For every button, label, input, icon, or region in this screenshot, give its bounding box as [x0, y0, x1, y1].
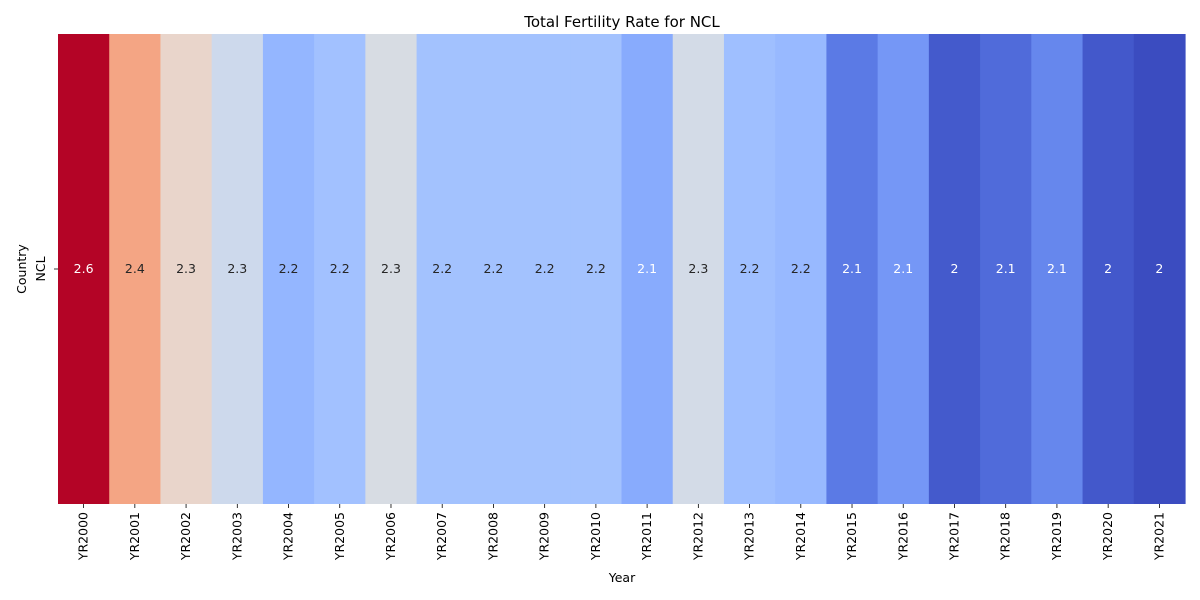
x-tick-label: YR2008 — [485, 512, 500, 561]
cell-value-label: 2.2 — [483, 261, 503, 276]
heatmap-cell-yr2008 — [467, 34, 520, 504]
x-tick-label: YR2004 — [281, 512, 296, 561]
x-tick-label: YR2016 — [895, 512, 910, 561]
heatmap-cell-yr2010 — [570, 34, 623, 504]
x-tick-label: YR2001 — [127, 512, 142, 561]
x-axis-label: Year — [608, 570, 636, 585]
chart-title: Total Fertility Rate for NCL — [523, 13, 720, 31]
heatmap-cell-yr2018 — [980, 34, 1032, 504]
heatmap-cell-yr2015 — [826, 34, 879, 504]
heatmap-cell-yr2003 — [211, 34, 264, 504]
cell-value-label: 2.1 — [637, 261, 657, 276]
x-tick-label: YR2018 — [998, 512, 1013, 561]
heatmap-cell-yr2006 — [365, 34, 418, 504]
x-tick-label: YR2000 — [76, 512, 91, 561]
cell-value-label: 2.6 — [74, 261, 94, 276]
heatmap-cell-yr2019 — [1031, 34, 1084, 504]
heatmap-cell-yr2021 — [1133, 34, 1186, 504]
cell-value-label: 2.2 — [535, 261, 555, 276]
x-tick-label: YR2015 — [844, 512, 859, 561]
cell-value-label: 2 — [1155, 261, 1163, 276]
x-tick-label: YR2006 — [383, 512, 398, 561]
x-tick-label: YR2013 — [742, 512, 757, 561]
cell-value-label: 2.4 — [125, 261, 145, 276]
heatmap-cell-yr2020 — [1082, 34, 1135, 504]
x-tick-label: YR2003 — [229, 512, 244, 561]
cell-value-label: 2.1 — [1047, 261, 1067, 276]
x-tick-label: YR2007 — [434, 512, 449, 561]
cell-value-label: 2.3 — [688, 261, 708, 276]
x-tick-label: YR2017 — [946, 512, 961, 561]
heatmap-cell-yr2016 — [877, 34, 930, 504]
heatmap-cell-yr2005 — [314, 34, 366, 504]
x-axis-ticks: YR2000 YR2001 YR2002 YR2003 YR2004 YR2005 YR20… — [76, 504, 1166, 561]
heatmap-cell-yr2004 — [262, 34, 315, 504]
cell-value-label: 2.1 — [996, 261, 1016, 276]
cell-value-label: 2 — [951, 261, 959, 276]
x-tick-label: YR2014 — [793, 512, 808, 561]
x-tick-label: YR2005 — [332, 512, 347, 561]
x-tick-label: YR2020 — [1100, 512, 1115, 561]
heatmap-cell-yr2001 — [109, 34, 162, 504]
heatmap-cell-yr2013 — [723, 34, 776, 504]
heatmap-cell-yr2000 — [58, 34, 110, 504]
cell-value-label: 2.1 — [893, 261, 913, 276]
heatmap-cell-yr2011 — [621, 34, 674, 504]
y-axis-label: Country — [14, 244, 29, 294]
cell-value-label: 2.2 — [791, 261, 811, 276]
cell-value-label: 2.3 — [381, 261, 401, 276]
cell-value-label: 2 — [1104, 261, 1112, 276]
cell-annotations: 2.6 2.4 2.3 2.3 2.2 2.2 2.3 2.2 2.2 2.2 2.2 2.1 2.3 2… — [74, 261, 1164, 276]
cell-value-label: 2.2 — [586, 261, 606, 276]
heatmap-cell-yr2002 — [160, 34, 213, 504]
x-tick-label: YR2021 — [1151, 512, 1166, 561]
x-tick-label: YR2010 — [588, 512, 603, 561]
cell-value-label: 2.2 — [330, 261, 350, 276]
x-tick-label: YR2019 — [1049, 512, 1064, 561]
cell-value-label: 2.2 — [279, 261, 299, 276]
heatmap-cell-yr2014 — [775, 34, 828, 504]
x-tick-label: YR2012 — [690, 512, 705, 561]
heatmap-cells — [58, 34, 1186, 504]
x-tick-label: YR2009 — [537, 512, 552, 561]
x-tick-label: YR2002 — [178, 512, 193, 561]
y-tick-label: NCL — [33, 256, 48, 281]
x-tick-label: YR2011 — [639, 512, 654, 561]
cell-value-label: 2.3 — [176, 261, 196, 276]
cell-value-label: 2.2 — [432, 261, 452, 276]
cell-value-label: 2.3 — [227, 261, 247, 276]
cell-value-label: 2.1 — [842, 261, 862, 276]
y-axis-ticks: NCL — [33, 256, 58, 282]
heatmap-cell-yr2007 — [416, 34, 469, 504]
heatmap-cell-yr2017 — [928, 34, 981, 504]
cell-value-label: 2.2 — [740, 261, 760, 276]
heatmap-cell-yr2012 — [672, 34, 725, 504]
heatmap-cell-yr2009 — [519, 34, 571, 504]
